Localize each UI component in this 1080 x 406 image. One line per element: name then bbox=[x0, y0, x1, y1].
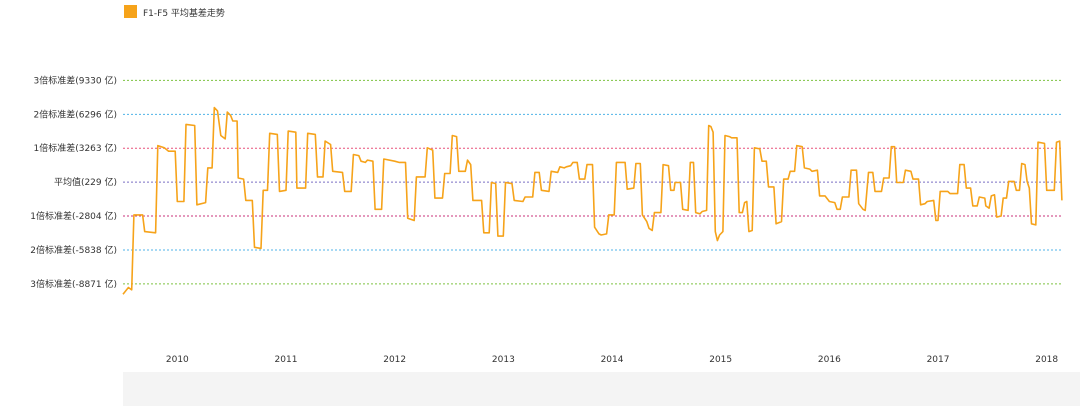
reference-line-label-2: 1倍标准差(3263 亿) bbox=[33, 142, 117, 154]
x-tick-label-5: 2015 bbox=[709, 355, 732, 365]
reference-line-labels: 3倍标准差(9330 亿) 2倍标准差(6296 亿) 1倍标准差(3263 亿) 平… bbox=[30, 74, 117, 289]
series-group bbox=[122, 106, 1063, 295]
x-tick-label-2: 2012 bbox=[383, 355, 406, 365]
legend-swatch bbox=[124, 5, 137, 18]
series-line-0 bbox=[122, 106, 1063, 295]
x-axis-band bbox=[123, 372, 1080, 406]
x-tick-label-8: 2018 bbox=[1035, 355, 1058, 365]
reference-line-label-5: 2倍标准差(-5838 亿) bbox=[30, 244, 117, 256]
legend[interactable]: F1-F5 平均基差走势 bbox=[124, 5, 225, 19]
reference-line-label-0: 3倍标准差(9330 亿) bbox=[33, 74, 117, 86]
x-tick-label-3: 2013 bbox=[492, 355, 515, 365]
x-tick-label-0: 2010 bbox=[166, 355, 189, 365]
x-tick-label-6: 2016 bbox=[818, 355, 841, 365]
x-axis-tick-labels: 2010 2011 2012 2013 2014 2015 2016 2017 2018 bbox=[166, 355, 1059, 365]
x-tick-label-7: 2017 bbox=[927, 355, 950, 365]
x-tick-label-4: 2014 bbox=[601, 355, 624, 365]
reference-line-label-3: 平均值(229 亿) bbox=[54, 176, 117, 188]
x-tick-label-1: 2011 bbox=[275, 355, 298, 365]
reference-line-label-1: 2倍标准差(6296 亿) bbox=[33, 108, 117, 120]
reference-line-label-4: 1倍标准差(-2804 亿) bbox=[30, 210, 117, 222]
reference-line-label-6: 3倍标准差(-8871 亿) bbox=[30, 278, 117, 290]
legend-label: F1-F5 平均基差走势 bbox=[143, 7, 225, 19]
